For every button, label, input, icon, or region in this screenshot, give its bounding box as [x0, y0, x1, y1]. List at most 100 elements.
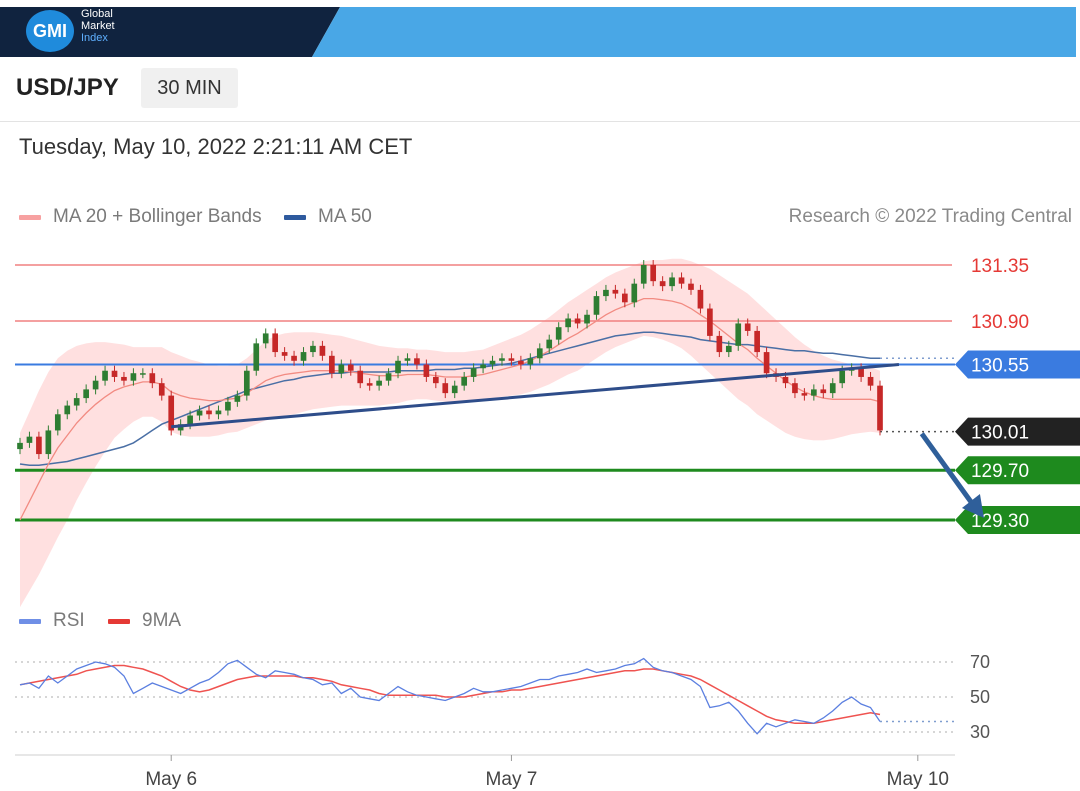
current-price-tag	[955, 417, 1080, 446]
candle	[329, 355, 335, 374]
support-price-tag	[955, 456, 1080, 485]
candle	[763, 352, 770, 374]
candle	[782, 376, 789, 384]
candle	[612, 289, 619, 294]
candle	[423, 364, 430, 377]
candle	[347, 364, 354, 371]
research-credit: Research © 2022 Trading Central	[788, 206, 1072, 227]
candle	[688, 283, 694, 290]
candle	[574, 318, 581, 324]
trendline	[171, 363, 900, 429]
current-price-label: 130.01	[971, 423, 1029, 444]
candle	[17, 442, 23, 450]
candle	[546, 339, 553, 349]
projection-arrow	[919, 432, 976, 508]
candle	[432, 376, 439, 384]
candle	[272, 333, 278, 353]
rsi-tick-label: 30	[970, 722, 990, 742]
rsi-ma-line	[19, 664, 881, 725]
candle	[338, 364, 345, 374]
candle	[414, 358, 420, 365]
candle	[253, 343, 260, 371]
currency-pair-title: USD/JPY	[16, 74, 119, 101]
candle	[527, 358, 534, 365]
candle	[64, 405, 71, 415]
candle	[357, 370, 364, 384]
candle	[196, 410, 203, 416]
candle	[801, 393, 808, 396]
candle	[716, 335, 723, 353]
candle	[310, 345, 316, 353]
bollinger-band	[20, 258, 880, 608]
x-tick-label: May 7	[486, 769, 538, 790]
interval-badge[interactable]: 30 MIN	[141, 68, 238, 108]
timestamp: Tuesday, May 10, 2022 2:21:11 AM CET	[19, 134, 413, 159]
candle	[640, 265, 647, 284]
candle	[744, 323, 751, 331]
candle	[149, 373, 156, 384]
ma20-swatch	[19, 214, 41, 220]
candle	[725, 345, 732, 353]
candle	[631, 283, 638, 303]
candle	[480, 364, 486, 369]
candle	[54, 414, 61, 431]
candle	[603, 289, 609, 297]
candle	[867, 376, 874, 386]
brand-line3: Index	[81, 32, 108, 44]
x-tick-label: May 6	[145, 769, 197, 790]
candle	[45, 430, 52, 455]
candle	[877, 385, 883, 431]
rsi-tick-label: 70	[970, 652, 990, 672]
candle	[92, 380, 99, 390]
candle	[291, 355, 297, 361]
candle	[839, 370, 846, 384]
candle	[461, 376, 468, 386]
brand-name: Global Market Index	[81, 8, 115, 44]
candle	[829, 383, 836, 394]
x-tick-label: May 10	[887, 769, 949, 790]
candle	[225, 401, 231, 411]
candle	[206, 410, 212, 415]
candle	[36, 436, 42, 455]
candle	[187, 415, 193, 425]
candle	[499, 358, 505, 361]
resistance-label: 131.35	[971, 256, 1029, 277]
candle	[678, 277, 685, 284]
candle	[811, 389, 817, 396]
brand-line2: Market	[81, 20, 115, 32]
support-price-tag	[955, 506, 1080, 534]
candle	[83, 389, 89, 399]
candle	[281, 352, 288, 356]
resistance-label: 130.90	[971, 312, 1029, 333]
candle	[26, 436, 33, 443]
candle	[593, 296, 600, 315]
candle	[300, 352, 307, 361]
candle	[584, 314, 590, 324]
candle	[565, 318, 571, 328]
pivot-price-tag	[955, 350, 1080, 379]
candle	[508, 358, 515, 361]
legend-rsi-ma: 9MA	[108, 610, 181, 632]
projection-arrowhead	[961, 494, 984, 518]
candle	[73, 398, 80, 406]
candle	[659, 281, 666, 287]
legend-ma50: MA 50	[284, 206, 372, 228]
candle	[650, 265, 657, 282]
candle	[669, 277, 675, 287]
candle	[735, 323, 742, 346]
legend-rsi-label: RSI	[53, 610, 85, 631]
candle	[262, 333, 269, 344]
candle	[395, 360, 401, 374]
candle	[792, 383, 798, 394]
candle	[140, 373, 146, 375]
candle	[518, 360, 524, 365]
pivot-price-label: 130.55	[971, 356, 1029, 377]
rsi-ma-swatch	[108, 618, 130, 624]
brand-logo[interactable]: GMI	[26, 10, 74, 52]
candle	[442, 383, 449, 394]
candle	[622, 293, 628, 303]
support-price-label: 129.70	[971, 461, 1029, 482]
candle	[404, 358, 411, 361]
candle	[168, 395, 175, 431]
